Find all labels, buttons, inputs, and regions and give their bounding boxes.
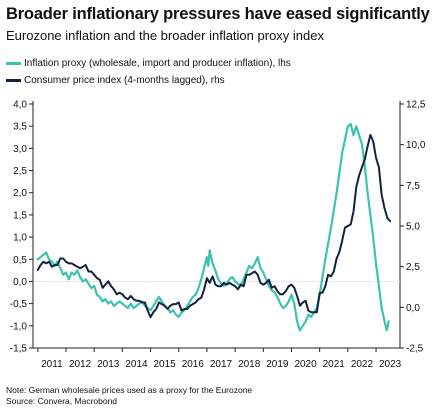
y-left-tick-label: 0,5 — [13, 255, 27, 266]
series-line-inflation-proxy — [36, 122, 390, 332]
chart-title: Broader inflationary pressures have ease… — [6, 5, 430, 23]
y-left-tick-label: 1,5 — [13, 210, 27, 221]
legend-label-cpi: Consumer price index (4-months lagged), … — [24, 75, 225, 86]
y-left-tick-label: 2,0 — [13, 188, 27, 199]
series-line-consumer-price-index — [36, 133, 392, 319]
y-right-tick-label: -2,5 — [406, 344, 424, 355]
y-left-tick-label: 0,0 — [13, 277, 27, 288]
y-right-tick-label: 10,0 — [406, 140, 426, 151]
x-tick-label: 2016 — [182, 359, 205, 370]
legend-label-proxy: Inflation proxy (wholesale, import and p… — [24, 58, 291, 69]
x-tick-label: 2017 — [210, 359, 233, 370]
legend-swatch-cpi — [6, 79, 21, 82]
legend-swatch-proxy — [6, 62, 21, 65]
x-tick-label: 2015 — [154, 359, 177, 370]
x-tick-label: 2014 — [125, 359, 148, 370]
y-right-tick-label: 12,5 — [406, 100, 426, 111]
x-tick-label: 2018 — [238, 359, 261, 370]
legend-item-cpi: Consumer price index (4-months lagged), … — [6, 72, 291, 89]
y-left-tick-label: -1,0 — [10, 321, 28, 332]
x-tick-label: 2012 — [69, 359, 92, 370]
legend: Inflation proxy (wholesale, import and p… — [6, 55, 291, 89]
y-right-tick-label: 5,0 — [406, 222, 420, 233]
legend-item-proxy: Inflation proxy (wholesale, import and p… — [6, 55, 291, 72]
chart-plot-area: -1,5 -1,0 -0,5 0,0 0,5 1,0 1,5 2,0 2,5 3,0 3,5 4,0 -… — [10, 100, 426, 371]
y-left-tick-label: 3,5 — [13, 122, 27, 133]
x-tick-label: 2020 — [294, 359, 317, 370]
y-left-tick-label: 2,5 — [13, 166, 27, 177]
y-right-tick-label: 2,5 — [406, 262, 420, 273]
chart-notes: Note: German wholesale prices used as a … — [6, 385, 252, 407]
x-tick-label: 2022 — [351, 359, 374, 370]
note-text: Note: German wholesale prices used as a … — [6, 385, 253, 395]
y-left-tick-label: 4,0 — [13, 100, 27, 111]
x-tick-label: 2019 — [266, 359, 289, 370]
y-left-tick-label: 3,0 — [13, 144, 27, 155]
x-tick-label: 2021 — [323, 359, 346, 370]
y-right-tick-label: 0,0 — [406, 303, 420, 314]
y-left-tick-label: -1,5 — [10, 344, 28, 355]
y-left-tick-label: -0,5 — [10, 299, 28, 310]
y-left-tick-label: 1,0 — [13, 233, 27, 244]
source-text: Source: Convera, Macrobond — [6, 396, 118, 406]
y-right-tick-label: 7,5 — [406, 181, 420, 192]
chart-subtitle: Eurozone inflation and the broader infla… — [6, 28, 324, 43]
x-tick-label: 2023 — [379, 359, 402, 370]
x-tick-label: 2013 — [97, 359, 120, 370]
x-tick-label: 2011 — [41, 359, 63, 370]
